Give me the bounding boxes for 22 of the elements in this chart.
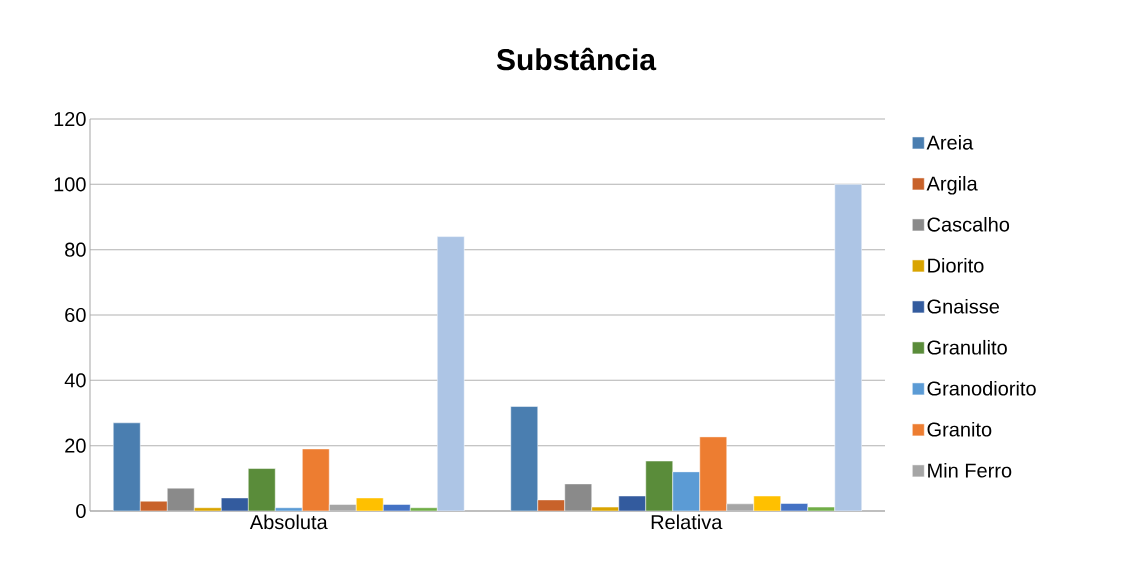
legend-label: Granulito bbox=[927, 339, 1007, 355]
legend-label: Argila bbox=[926, 175, 978, 195]
y-tick-label: 60 bbox=[65, 307, 86, 323]
legend-label: Areia bbox=[926, 134, 974, 150]
legend-label: Granodiorito bbox=[927, 380, 1036, 396]
bar bbox=[672, 471, 701, 511]
x-tick-label: Absoluta bbox=[249, 514, 328, 530]
y-tick-label: 0 bbox=[76, 503, 86, 519]
chart-title: Substância bbox=[496, 47, 657, 71]
y-tick-label: 40 bbox=[64, 373, 86, 388]
bar bbox=[699, 436, 727, 511]
bar bbox=[302, 448, 330, 511]
legend-label: Gnaisse bbox=[927, 298, 1000, 314]
legend-label: Granito bbox=[927, 421, 992, 437]
legend-label: Diorito bbox=[928, 257, 984, 273]
y-tick-label: 100 bbox=[54, 177, 86, 192]
y-tick-label: 120 bbox=[54, 111, 86, 127]
x-tick-label: Relativa bbox=[651, 514, 723, 530]
legend-label: Min Ferro bbox=[928, 462, 1012, 478]
y-tick-label: 80 bbox=[65, 242, 86, 257]
legend-label: Cascalho bbox=[927, 216, 1010, 232]
y-tick-label: 20 bbox=[65, 438, 86, 453]
